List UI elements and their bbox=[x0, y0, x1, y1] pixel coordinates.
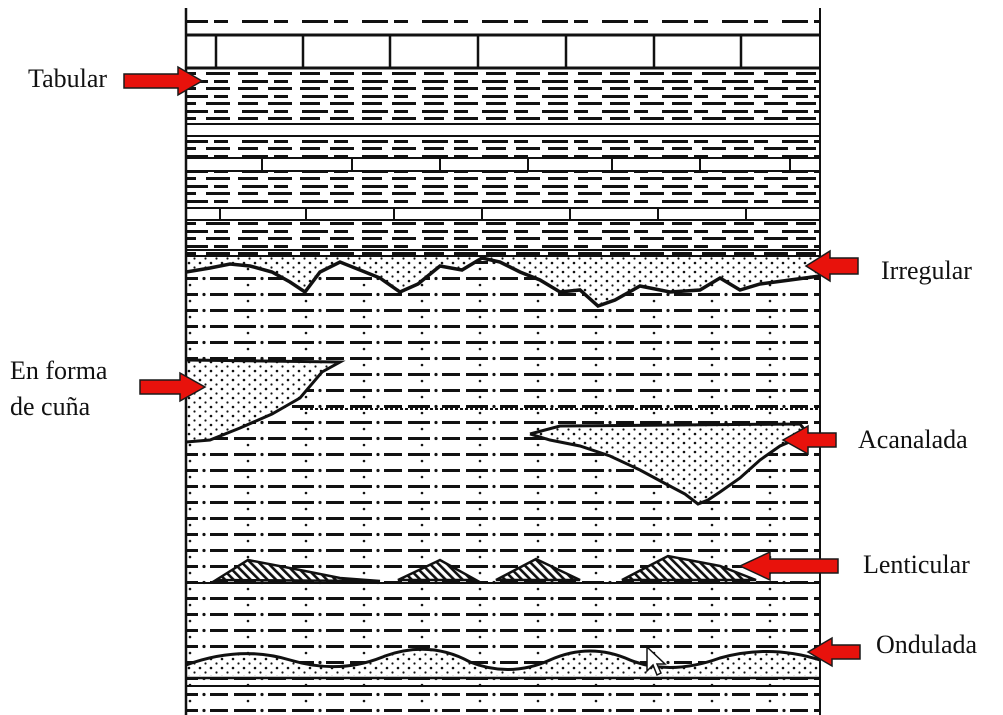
red-arrow-icon bbox=[139, 371, 207, 403]
red-arrow-icon bbox=[738, 550, 839, 582]
mouse-pointer-icon bbox=[646, 646, 667, 677]
label-wedge-line2: de cuña bbox=[10, 392, 91, 421]
label-irregular: Irregular bbox=[881, 256, 972, 285]
label-tabular: Tabular bbox=[28, 64, 108, 93]
label-wedge: En forma de cuña bbox=[10, 353, 107, 425]
red-arrow-icon bbox=[123, 65, 204, 97]
label-acanalada: Acanalada bbox=[858, 425, 968, 454]
label-ondulada: Ondulada bbox=[876, 630, 978, 659]
wedge-bed bbox=[186, 358, 820, 444]
lenticular-beds bbox=[186, 554, 820, 584]
tabular-block-band bbox=[186, 33, 820, 70]
tabular-thin-beds bbox=[186, 123, 820, 251]
irregular-bed bbox=[186, 255, 820, 308]
red-arrow-icon bbox=[804, 249, 859, 283]
label-lenticular: Lenticular bbox=[863, 550, 970, 579]
red-arrow-icon bbox=[806, 636, 861, 668]
label-wedge-line1: En forma bbox=[10, 356, 108, 385]
red-arrow-icon bbox=[781, 424, 837, 456]
undulating-bed bbox=[186, 647, 820, 687]
